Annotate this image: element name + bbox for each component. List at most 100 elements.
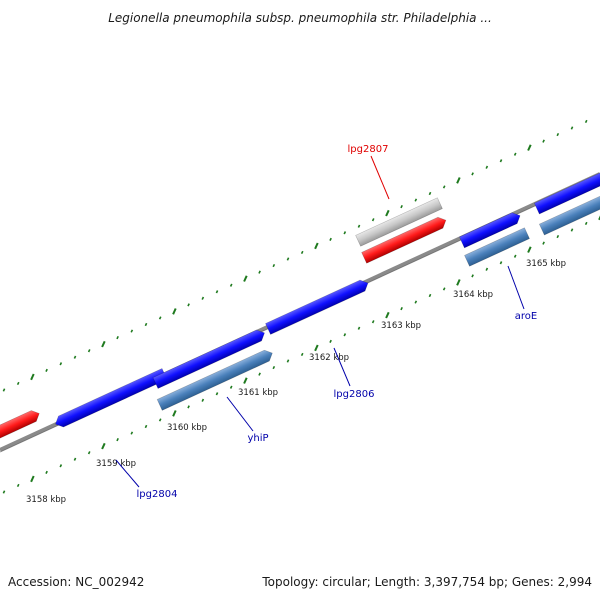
minor-tick <box>400 204 403 209</box>
gene-label-leader <box>115 459 140 488</box>
minor-tick <box>229 283 233 287</box>
minor-tick <box>329 237 332 241</box>
minor-tick <box>485 165 489 169</box>
tick-label: 3159 kbp <box>96 459 136 469</box>
gene-pseudo <box>355 197 443 247</box>
minor-tick <box>73 457 77 461</box>
gene-label-leader <box>507 265 525 310</box>
tick-labels: 3158 kbp 3159 kbp 3160 kbp 3161 kbp 3162 kbp… <box>26 259 566 505</box>
gene-arrow <box>533 167 600 215</box>
gene-label[interactable]: lpg2807 <box>348 144 389 155</box>
minor-tick <box>513 254 517 258</box>
minor-tick <box>286 359 290 363</box>
tick-label: 3165 kbp <box>526 259 566 269</box>
major-tick <box>314 242 319 250</box>
gene-arrow <box>55 368 168 428</box>
minor-tick <box>116 437 119 442</box>
major-tick <box>314 344 319 352</box>
minor-tick <box>187 405 190 409</box>
major-tick <box>243 275 248 282</box>
major-tick <box>243 377 248 384</box>
tick-label: 3158 kbp <box>26 495 66 505</box>
major-tick <box>30 475 35 483</box>
major-tick <box>456 177 461 184</box>
major-tick <box>101 340 106 348</box>
minor-tick <box>357 224 361 228</box>
minor-tick <box>286 257 290 261</box>
gene-label-leader <box>226 396 254 432</box>
minor-tick <box>513 152 517 156</box>
tick-label: 3163 kbp <box>381 321 421 331</box>
minor-tick <box>371 218 375 222</box>
minor-tick <box>428 293 432 298</box>
minor-tick <box>343 333 347 337</box>
minor-tick <box>2 388 6 392</box>
outer-tick-track <box>2 119 588 392</box>
minor-tick <box>59 362 63 366</box>
gene-label-leader <box>370 155 390 200</box>
minor-tick <box>542 241 545 245</box>
minor-tick <box>570 126 574 130</box>
gene-label[interactable]: aroE <box>515 311 537 322</box>
minor-tick <box>45 368 48 372</box>
major-tick <box>527 246 532 253</box>
minor-tick <box>201 296 205 300</box>
minor-tick <box>414 300 418 304</box>
minor-tick <box>428 191 432 196</box>
minor-tick <box>16 381 20 386</box>
minor-tick <box>584 119 588 124</box>
major-tick <box>385 311 390 319</box>
gene-label[interactable]: yhiP <box>247 433 268 444</box>
gene-arrow-reverse <box>538 188 600 236</box>
major-tick <box>172 410 177 417</box>
minor-tick <box>556 132 560 137</box>
minor-tick <box>485 267 489 271</box>
accession-text: Accession: NC_002942 <box>8 575 144 589</box>
minor-tick <box>442 287 446 291</box>
gene-arrow-highlight <box>361 216 447 264</box>
major-tick <box>385 209 390 217</box>
tick-label: 3162 kbp <box>309 353 349 363</box>
inner-tick-track <box>2 215 600 494</box>
minor-tick <box>73 355 77 359</box>
minor-tick <box>442 185 446 189</box>
gene-label-leader <box>333 347 351 387</box>
minor-tick <box>300 250 304 255</box>
minor-tick <box>130 431 134 435</box>
map-title: Legionella pneumophila subsp. pneumophil… <box>108 11 492 25</box>
minor-tick <box>371 320 375 324</box>
minor-tick <box>2 490 6 494</box>
minor-tick <box>542 139 545 143</box>
gene-label[interactable]: lpg2806 <box>334 389 375 400</box>
minor-tick <box>414 198 418 202</box>
minor-tick <box>258 372 261 376</box>
minor-tick <box>343 231 347 235</box>
minor-tick <box>59 464 63 468</box>
tick-label: 3164 kbp <box>453 290 493 300</box>
gene-label[interactable]: lpg2804 <box>137 489 178 500</box>
minor-tick <box>258 270 261 274</box>
minor-tick <box>300 352 304 357</box>
minor-tick <box>570 228 574 232</box>
gene-arrow-highlight <box>0 410 40 445</box>
minor-tick <box>471 172 474 176</box>
minor-tick <box>144 322 148 327</box>
minor-tick <box>556 234 560 239</box>
minor-tick <box>116 335 119 340</box>
minor-tick <box>272 365 276 370</box>
minor-tick <box>499 261 503 265</box>
minor-tick <box>130 329 134 333</box>
gene-arrow <box>459 212 521 249</box>
minor-tick <box>16 483 20 488</box>
gene-arrow-reverse <box>464 227 530 267</box>
gene-arrow <box>152 329 265 389</box>
gene-labels: lpg2807 aroE lpg2806 yhiP lpg2804 <box>115 144 537 500</box>
minor-tick <box>201 398 205 402</box>
major-tick <box>172 308 177 315</box>
gene-arrow <box>265 279 369 335</box>
minor-tick <box>158 316 162 320</box>
minor-tick <box>400 306 403 311</box>
minor-tick <box>215 392 219 396</box>
major-tick <box>527 144 532 151</box>
